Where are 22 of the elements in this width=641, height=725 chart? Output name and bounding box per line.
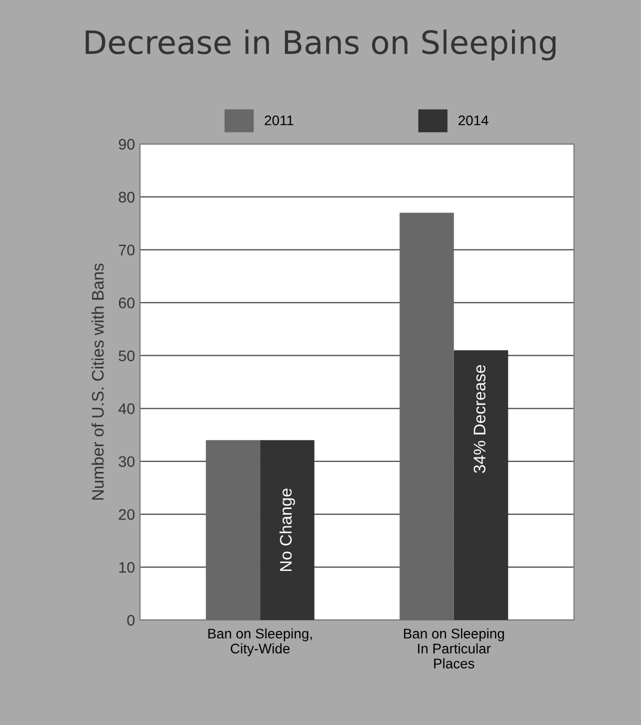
y-tick-label: 80 (118, 192, 135, 203)
bar (260, 440, 314, 620)
bar (206, 440, 260, 620)
legend-label: 2011 (264, 115, 294, 126)
y-axis-title: Number of U.S. Cities with Bans (92, 264, 104, 500)
y-tick-label: 70 (118, 244, 135, 256)
annotation: No Change (279, 488, 296, 571)
y-tick-label: 0 (127, 614, 135, 626)
y-tick-label: 30 (118, 456, 135, 468)
legend-label: 2014 (458, 115, 488, 126)
y-tick-label: 60 (118, 298, 135, 308)
y-tick-label: 40 (118, 403, 135, 414)
bar (400, 212, 454, 620)
x-tick-label: Ban on Sleeping, City-Wide (208, 628, 312, 656)
y-tick-label: 20 (118, 509, 135, 520)
y-tick-label: 10 (119, 562, 135, 573)
y-tick-label: 90 (118, 138, 135, 150)
chart-title: Decrease in Bans on Sleeping (86, 30, 556, 60)
x-tick-label: Ban on Sleeping In Particular Places (404, 628, 504, 668)
y-tick-label: 50 (118, 350, 135, 362)
bar (454, 350, 508, 620)
annotation: 34% Decrease (474, 365, 486, 474)
